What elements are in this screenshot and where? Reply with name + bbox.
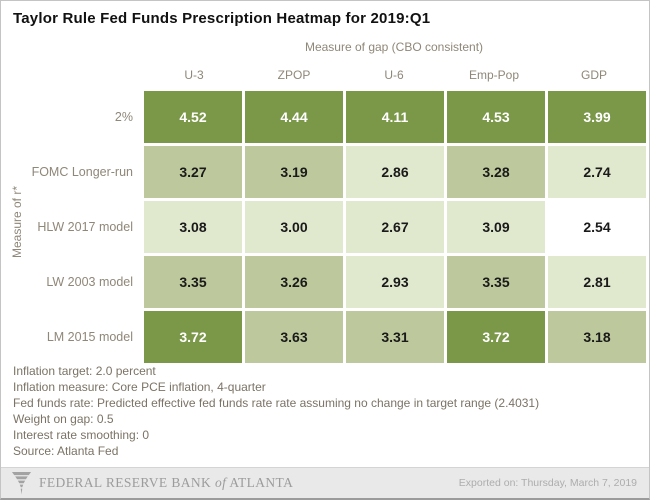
brand-text-of: of: [214, 475, 227, 490]
heatmap-cell[interactable]: 3.72: [447, 311, 545, 363]
atlanta-fed-brand-text: FEDERAL RESERVE BANK of ATLANTA: [39, 475, 293, 491]
heatmap-cell[interactable]: 2.93: [346, 256, 444, 308]
heatmap-cell[interactable]: 3.35: [144, 256, 242, 308]
heatmap-cell[interactable]: 3.63: [245, 311, 343, 363]
row-label-2pct: 2%: [114, 110, 133, 124]
heatmap-cell[interactable]: 2.74: [548, 146, 646, 198]
heatmap-cell[interactable]: 4.44: [245, 91, 343, 143]
x-axis-title: Measure of gap (CBO consistent): [304, 40, 484, 54]
atlanta-fed-brand: FEDERAL RESERVE BANK of ATLANTA: [11, 471, 293, 495]
footnote-source: Source: Atlanta Fed: [13, 444, 119, 458]
heatmap-cell[interactable]: 4.11: [346, 91, 444, 143]
row-label-lw: LW 2003 model: [46, 275, 133, 289]
heatmap-cell[interactable]: 3.27: [144, 146, 242, 198]
heatmap-cell[interactable]: 3.72: [144, 311, 242, 363]
heatmap-grid: 2% 4.52 4.44 4.11 4.53 3.99 FOMC Longer-…: [1, 91, 646, 363]
heatmap-cell[interactable]: 3.28: [447, 146, 545, 198]
heatmap-cell[interactable]: 2.86: [346, 146, 444, 198]
heatmap-cell[interactable]: 3.09: [447, 201, 545, 253]
column-header-gdp: GDP: [580, 68, 607, 82]
brand-text-main: FEDERAL RESERVE BANK: [39, 475, 212, 490]
heatmap-cell[interactable]: 3.26: [245, 256, 343, 308]
atlanta-fed-eagle-logo-icon: [11, 472, 32, 495]
exported-on-text: Exported on: Thursday, March 7, 2019: [458, 477, 637, 489]
chart-title: Taylor Rule Fed Funds Prescription Heatm…: [13, 10, 431, 27]
heatmap-cell[interactable]: 3.99: [548, 91, 646, 143]
column-header-zpop: ZPOP: [277, 68, 311, 82]
heatmap-cell[interactable]: 3.18: [548, 311, 646, 363]
heatmap-cell[interactable]: 4.53: [447, 91, 545, 143]
column-header-u3: U-3: [184, 68, 204, 82]
footnote-weight-on-gap: Weight on gap: 0.5: [13, 412, 114, 426]
heatmap-cell[interactable]: 2.67: [346, 201, 444, 253]
heatmap-cell[interactable]: 3.31: [346, 311, 444, 363]
column-headers: U-3 ZPOP U-6 Emp-Pop GDP: [144, 68, 644, 82]
heatmap-cell[interactable]: 2.81: [548, 256, 646, 308]
column-header-emppop: Emp-Pop: [468, 68, 520, 82]
heatmap-cell[interactable]: 3.08: [144, 201, 242, 253]
footnote-inflation-measure: Inflation measure: Core PCE inflation, 4…: [13, 380, 266, 394]
row-label-lm: LM 2015 model: [46, 330, 133, 344]
footnote-interest-rate-smoothing: Interest rate smoothing: 0: [13, 428, 150, 442]
row-label-hlw: HLW 2017 model: [37, 220, 133, 234]
footnote-fed-funds-rate: Fed funds rate: Predicted effective fed …: [13, 396, 540, 410]
footnotes: Inflation target: 2.0 percent Inflation …: [13, 363, 539, 459]
heatmap-cell[interactable]: 3.00: [245, 201, 343, 253]
footnote-inflation-target: Inflation target: 2.0 percent: [13, 364, 156, 378]
brand-text-place: ATLANTA: [229, 475, 294, 490]
row-label-fomc: FOMC Longer-run: [31, 165, 133, 179]
footer-bar: FEDERAL RESERVE BANK of ATLANTA Exported…: [1, 467, 649, 498]
heatmap-cell[interactable]: 2.54: [548, 201, 646, 253]
heatmap-cell[interactable]: 3.19: [245, 146, 343, 198]
heatmap-cell[interactable]: 4.52: [144, 91, 242, 143]
heatmap-cell[interactable]: 3.35: [447, 256, 545, 308]
column-header-u6: U-6: [384, 68, 404, 82]
